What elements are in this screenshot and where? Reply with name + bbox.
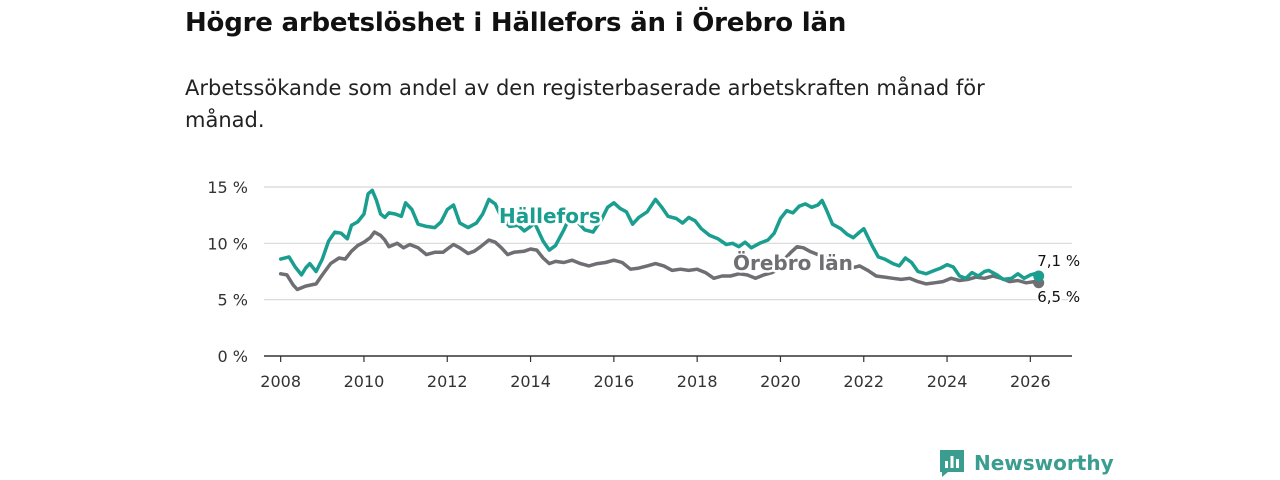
series-line-orebro (278, 230, 1041, 292)
series-line-hallefors (278, 188, 1041, 282)
y-tick-label: 10 % (207, 234, 248, 253)
x-tick-label: 2024 (927, 372, 968, 391)
series-labels: Hällefors Örebro län 7,1 % 6,5 % (497, 202, 1083, 309)
end-label-hallefors: 7,1 % (1037, 252, 1080, 270)
chart-subtitle: Arbetssökande som andel av den registerb… (185, 76, 985, 132)
end-label-orebro: 6,5 % (1037, 288, 1080, 306)
x-axis: 2008 2010 2012 2014 2016 2018 2020 2022 2024 2026 (260, 355, 1072, 391)
x-tick-label: 2018 (677, 372, 718, 391)
x-tick-label: 2020 (760, 372, 801, 391)
series-lines (278, 188, 1045, 292)
x-tick-label: 2012 (427, 372, 468, 391)
series-label-hallefors: Hällefors (499, 204, 601, 228)
x-tick-label: 2026 (1010, 372, 1051, 391)
y-tick-label: 5 % (218, 291, 248, 310)
x-tick-label: 2008 (260, 372, 301, 391)
x-tick-label: 2022 (843, 372, 884, 391)
chart-title: Högre arbetslöshet i Hällefors än i Öreb… (185, 8, 847, 38)
newsworthy-logo-icon (940, 450, 964, 477)
x-tick-label: 2010 (344, 372, 385, 391)
y-tick-label: 0 % (218, 347, 248, 366)
end-point-hallefors (1033, 270, 1045, 282)
series-label-orebro: Örebro län (733, 251, 853, 275)
y-tick-label: 15 % (207, 178, 248, 197)
x-tick-label: 2014 (510, 372, 551, 391)
x-tick-label: 2016 (593, 372, 634, 391)
brand-name: Newsworthy (974, 451, 1114, 475)
newsworthy-logo: Newsworthy (938, 448, 1114, 478)
y-axis: 0 % 5 % 10 % 15 % (207, 178, 248, 366)
